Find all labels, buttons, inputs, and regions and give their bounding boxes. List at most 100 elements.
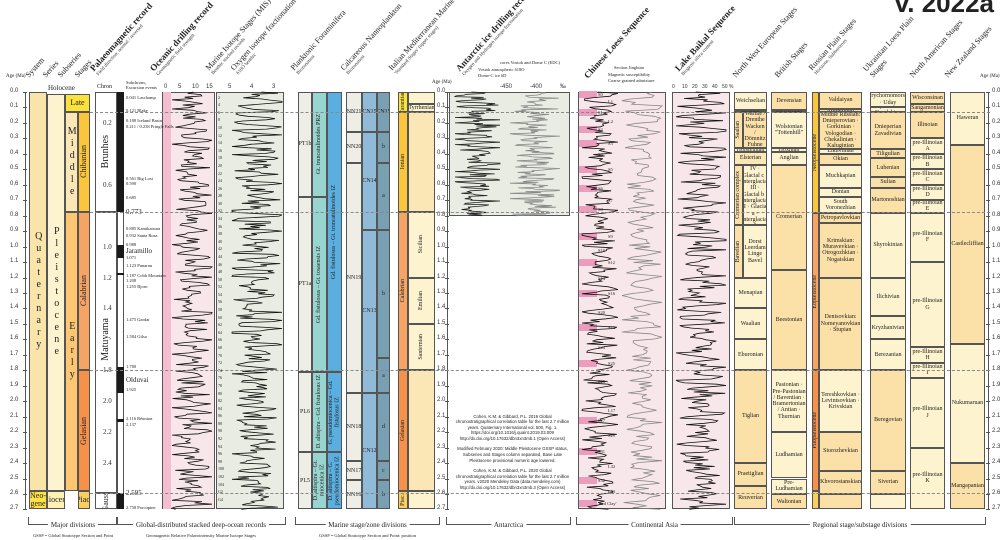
interval-ital2: Sicilian: [408, 211, 435, 278]
system-label: Quaternary: [33, 231, 45, 352]
interval-ukr: Kryzhanivian: [870, 316, 906, 340]
left-age-axis-tick-label: 0.8: [10, 211, 19, 218]
interval-nn: NN18: [346, 393, 362, 462]
left-age-axis-tick: [23, 262, 27, 264]
antarctic-age-axis-tick-label: 0.1: [437, 103, 446, 110]
subchron-label: 0.211 / 0.238 Pringle Falls: [126, 123, 174, 129]
antarctic-age-axis-tick-label: 0.7: [437, 196, 446, 203]
ital2-label: Tyrrhenian: [408, 105, 435, 111]
interval-brit: Pastonian · Pre-Pastonian / Baventian · …: [771, 370, 807, 433]
pf2-label: D. altispira – Gd. fistulosus IZ: [316, 375, 323, 449]
loess-unit-label: S29: [608, 433, 616, 439]
subchron-label: 0.188 Iceland Basin: [126, 118, 162, 124]
interval-nam: pre-Illinoian D: [910, 184, 945, 201]
chron-age-tick: 1.2: [103, 273, 112, 282]
left-age-axis-tick-label: 2.4: [10, 459, 19, 466]
interval-rus2: Petropavlovkian: [819, 212, 862, 224]
interval-rus2: Khvorostanskian: [819, 470, 862, 494]
right-age-axis-tick-label: 2.5: [992, 474, 1000, 481]
mis-label: 68: [218, 345, 222, 350]
pf2-label: D. altispira – Gt. miocenica IZ: [313, 460, 326, 501]
right-age-axis-tick-label: 0.4: [992, 149, 1000, 156]
antarctic-age-axis-tick: [445, 432, 449, 434]
antarctic-age-axis-tick-label: 1.4: [437, 304, 446, 311]
mis-label: 28: [218, 193, 222, 199]
mis-label: 44: [218, 253, 222, 259]
series-label: Pleistocene: [51, 226, 63, 359]
pf2-label: Gt. truncatulinoides PRZ: [316, 114, 323, 175]
right-age-axis-tick: [986, 262, 990, 264]
antarctic-axis-label: -400: [530, 84, 543, 90]
rus2-label: Donian: [831, 189, 850, 196]
chron-age-tick: 2.0: [103, 397, 112, 406]
antarctic-age-axis-tick: [445, 385, 449, 387]
interval-rus2: Mikulinian: [819, 109, 862, 113]
left-age-axis-tick: [23, 354, 27, 356]
left-age-axis-tick: [23, 323, 27, 325]
right-age-axis-tick-label: 2.6: [992, 489, 1000, 496]
interval-rus2: Donian: [819, 187, 862, 198]
antarctic-age-axis-tick: [445, 246, 449, 248]
interval-ital2: [408, 490, 435, 510]
right-age-axis-tick: [986, 246, 990, 248]
interval-rus2: Denisovkian: Nomeyanovkian · Stupian: [819, 277, 862, 371]
interval-pf1: PL6: [298, 371, 312, 453]
cnsub-label: b: [382, 491, 385, 498]
right-age-axis-tick-label: 2.2: [992, 428, 1000, 435]
right-age-axis-tick-label: 1.4: [992, 304, 1000, 311]
interval-rus2: Okian: [819, 153, 862, 165]
chron-label: Matuyama: [99, 317, 111, 361]
right-age-axis-tick-label: 1.2: [992, 273, 1000, 280]
header-label: Palaeomagnetic record: [87, 0, 155, 74]
interval-nam: pre-Illinoian J: [910, 378, 945, 448]
right-age-axis-tick-label: 1.1: [992, 258, 1000, 265]
mis-label: 102: [218, 473, 224, 479]
left-age-axis-tick-label: 1.6: [10, 335, 19, 342]
antarctic-age-axis-tick-label: 1.2: [437, 273, 446, 280]
system-label: Neo-gene: [30, 490, 46, 509]
mis-label: 30: [218, 200, 222, 206]
header-label: Ukrainian Loess Plain Stages: [861, 14, 916, 80]
version-title: v. 2022a: [894, 0, 994, 18]
mis-label: 38: [218, 231, 222, 237]
paleosol-band: [579, 447, 597, 455]
interval-ital1: Piac.: [398, 490, 408, 510]
left-age-axis-tick: [23, 92, 27, 93]
ukr-label: Siverian: [878, 479, 898, 486]
citation-text: Cohen, K.M. & Gibbard, P.L. 2019 Global …: [455, 413, 570, 441]
subchron-label: 1.584 Gilsa: [126, 333, 147, 339]
ital1-label: Gelasian: [399, 420, 406, 442]
polarity-normal-interval: [117, 493, 124, 510]
antarctic-age-axis-tick-label: 0.8: [437, 211, 446, 218]
antarctic-age-axis-tick-label: 0.0: [437, 88, 446, 94]
mis-label: 56: [218, 299, 222, 305]
panel-baikal: [672, 92, 730, 510]
antarctic-axis-label: -450: [500, 84, 513, 90]
left-age-axis-tick: [23, 308, 27, 310]
interval-ital2: Santernian: [408, 323, 435, 371]
nam-label: pre-Illinoian H: [912, 348, 943, 361]
ukr-label: Lubenian: [876, 164, 900, 171]
mis-label: 50: [218, 276, 222, 282]
polarity-normal-interval: [117, 273, 124, 276]
ukr-label: Prylukian · Kaydakian: [871, 108, 905, 111]
antarctic-age-axis-tick-label: 2.5: [437, 474, 446, 481]
interval-ital2: [408, 92, 435, 105]
loess-unit-label: L2: [608, 119, 613, 125]
loess-legend-item: Magnetic susceptibility: [608, 72, 651, 77]
ukr-label: Dnieperian Zavadivian: [874, 124, 902, 137]
right-age-axis-tick: [986, 308, 990, 310]
late-label: Late: [70, 97, 85, 107]
left-age-axis-tick-label: 1.2: [10, 273, 19, 280]
ital2-label: Sicilian: [418, 235, 425, 254]
right-age-axis-tick: [986, 138, 990, 140]
left-age-axis-tick-label: 0.9: [10, 227, 19, 234]
antarctic-age-axis-tick: [445, 493, 449, 495]
right-age-axis-tick: [986, 447, 990, 449]
ital1-label: Calabrian: [399, 279, 406, 303]
interval-nwe2: Tiglian: [734, 370, 767, 464]
mis-label: 6: [218, 109, 220, 115]
left-age-axis-tick: [23, 215, 27, 217]
loess-unit-label: S5: [608, 167, 613, 173]
antarctic-age-axis-tick-label: 2.1: [437, 412, 446, 419]
